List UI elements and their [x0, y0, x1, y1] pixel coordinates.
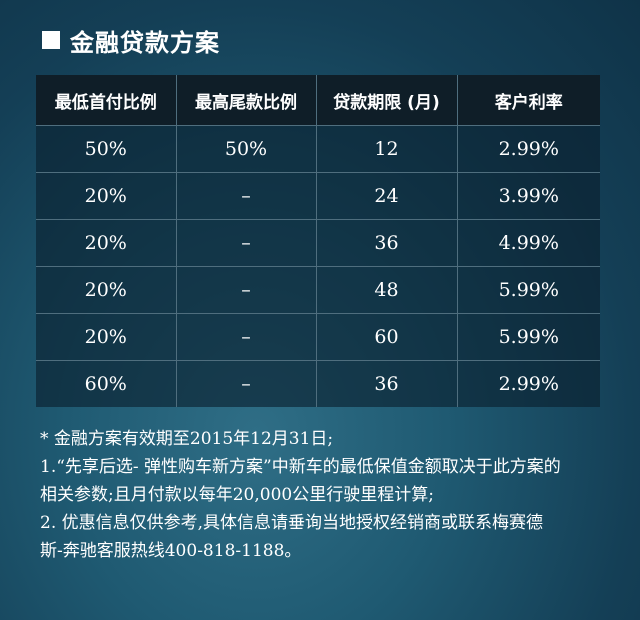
cell-customer-rate: 2.99%: [457, 125, 600, 173]
footnote-validity: * 金融方案有效期至2015年12月31日;: [40, 429, 334, 449]
cell-customer-rate: 3.99%: [457, 172, 600, 220]
cell-customer-rate: 4.99%: [457, 219, 600, 267]
cell-max-balloon: –: [176, 313, 317, 361]
title-bullet-square: [42, 31, 60, 49]
loan-table-container: 最低首付比例 最高尾款比例 贷款期限 (月) 客户利率 50% 50% 12 2…: [36, 75, 600, 407]
header-max-balloon: 最高尾款比例: [176, 75, 317, 126]
cell-loan-term: 48: [316, 266, 458, 314]
cell-customer-rate: 5.99%: [457, 266, 600, 314]
header-customer-rate: 客户利率: [457, 75, 600, 126]
cell-loan-term: 36: [316, 219, 458, 267]
cell-max-balloon: –: [176, 219, 317, 267]
footnotes: * 金融方案有效期至2015年12月31日; 1.“先享后选- 弹性购车新方案”…: [40, 425, 610, 565]
cell-loan-term: 12: [316, 125, 458, 173]
header-min-down-payment: 最低首付比例: [36, 75, 177, 126]
cell-min-down-payment: 50%: [36, 125, 177, 173]
table-row: 20% – 48 5.99%: [36, 266, 600, 314]
table-row: 20% – 60 5.99%: [36, 313, 600, 361]
cell-max-balloon: –: [176, 360, 317, 407]
cell-customer-rate: 2.99%: [457, 360, 600, 407]
cell-min-down-payment: 20%: [36, 219, 177, 267]
table-header-row: 最低首付比例 最高尾款比例 贷款期限 (月) 客户利率: [36, 75, 600, 126]
cell-loan-term: 60: [316, 313, 458, 361]
footnote-1-line-1: 1.“先享后选- 弹性购车新方案”中新车的最低保值金额取决于此方案的: [40, 457, 561, 477]
page-title: 金融贷款方案: [70, 28, 220, 57]
footnote-2-line-1: 2. 优惠信息仅供参考,具体信息请垂询当地授权经销商或联系梅赛德: [40, 513, 544, 533]
cell-customer-rate: 5.99%: [457, 313, 600, 361]
cell-loan-term: 24: [316, 172, 458, 220]
footnote-2-line-2: 斯-奔驰客服热线400-818-1188。: [40, 541, 302, 561]
page-header: 金融贷款方案: [42, 22, 220, 58]
cell-min-down-payment: 60%: [36, 360, 177, 407]
cell-min-down-payment: 20%: [36, 266, 177, 314]
header-loan-term: 贷款期限 (月): [316, 75, 458, 126]
table-row: 20% – 36 4.99%: [36, 219, 600, 267]
cell-min-down-payment: 20%: [36, 172, 177, 220]
footnote-1-line-2: 相关参数;且月付款以每年20,000公里行驶里程计算;: [40, 485, 434, 505]
table-row: 20% – 24 3.99%: [36, 172, 600, 220]
table-row: 60% – 36 2.99%: [36, 360, 600, 407]
cell-loan-term: 36: [316, 360, 458, 407]
cell-max-balloon: 50%: [176, 125, 317, 173]
cell-max-balloon: –: [176, 172, 317, 220]
loan-table: 最低首付比例 最高尾款比例 贷款期限 (月) 客户利率 50% 50% 12 2…: [36, 75, 600, 407]
table-row: 50% 50% 12 2.99%: [36, 125, 600, 173]
cell-max-balloon: –: [176, 266, 317, 314]
cell-min-down-payment: 20%: [36, 313, 177, 361]
